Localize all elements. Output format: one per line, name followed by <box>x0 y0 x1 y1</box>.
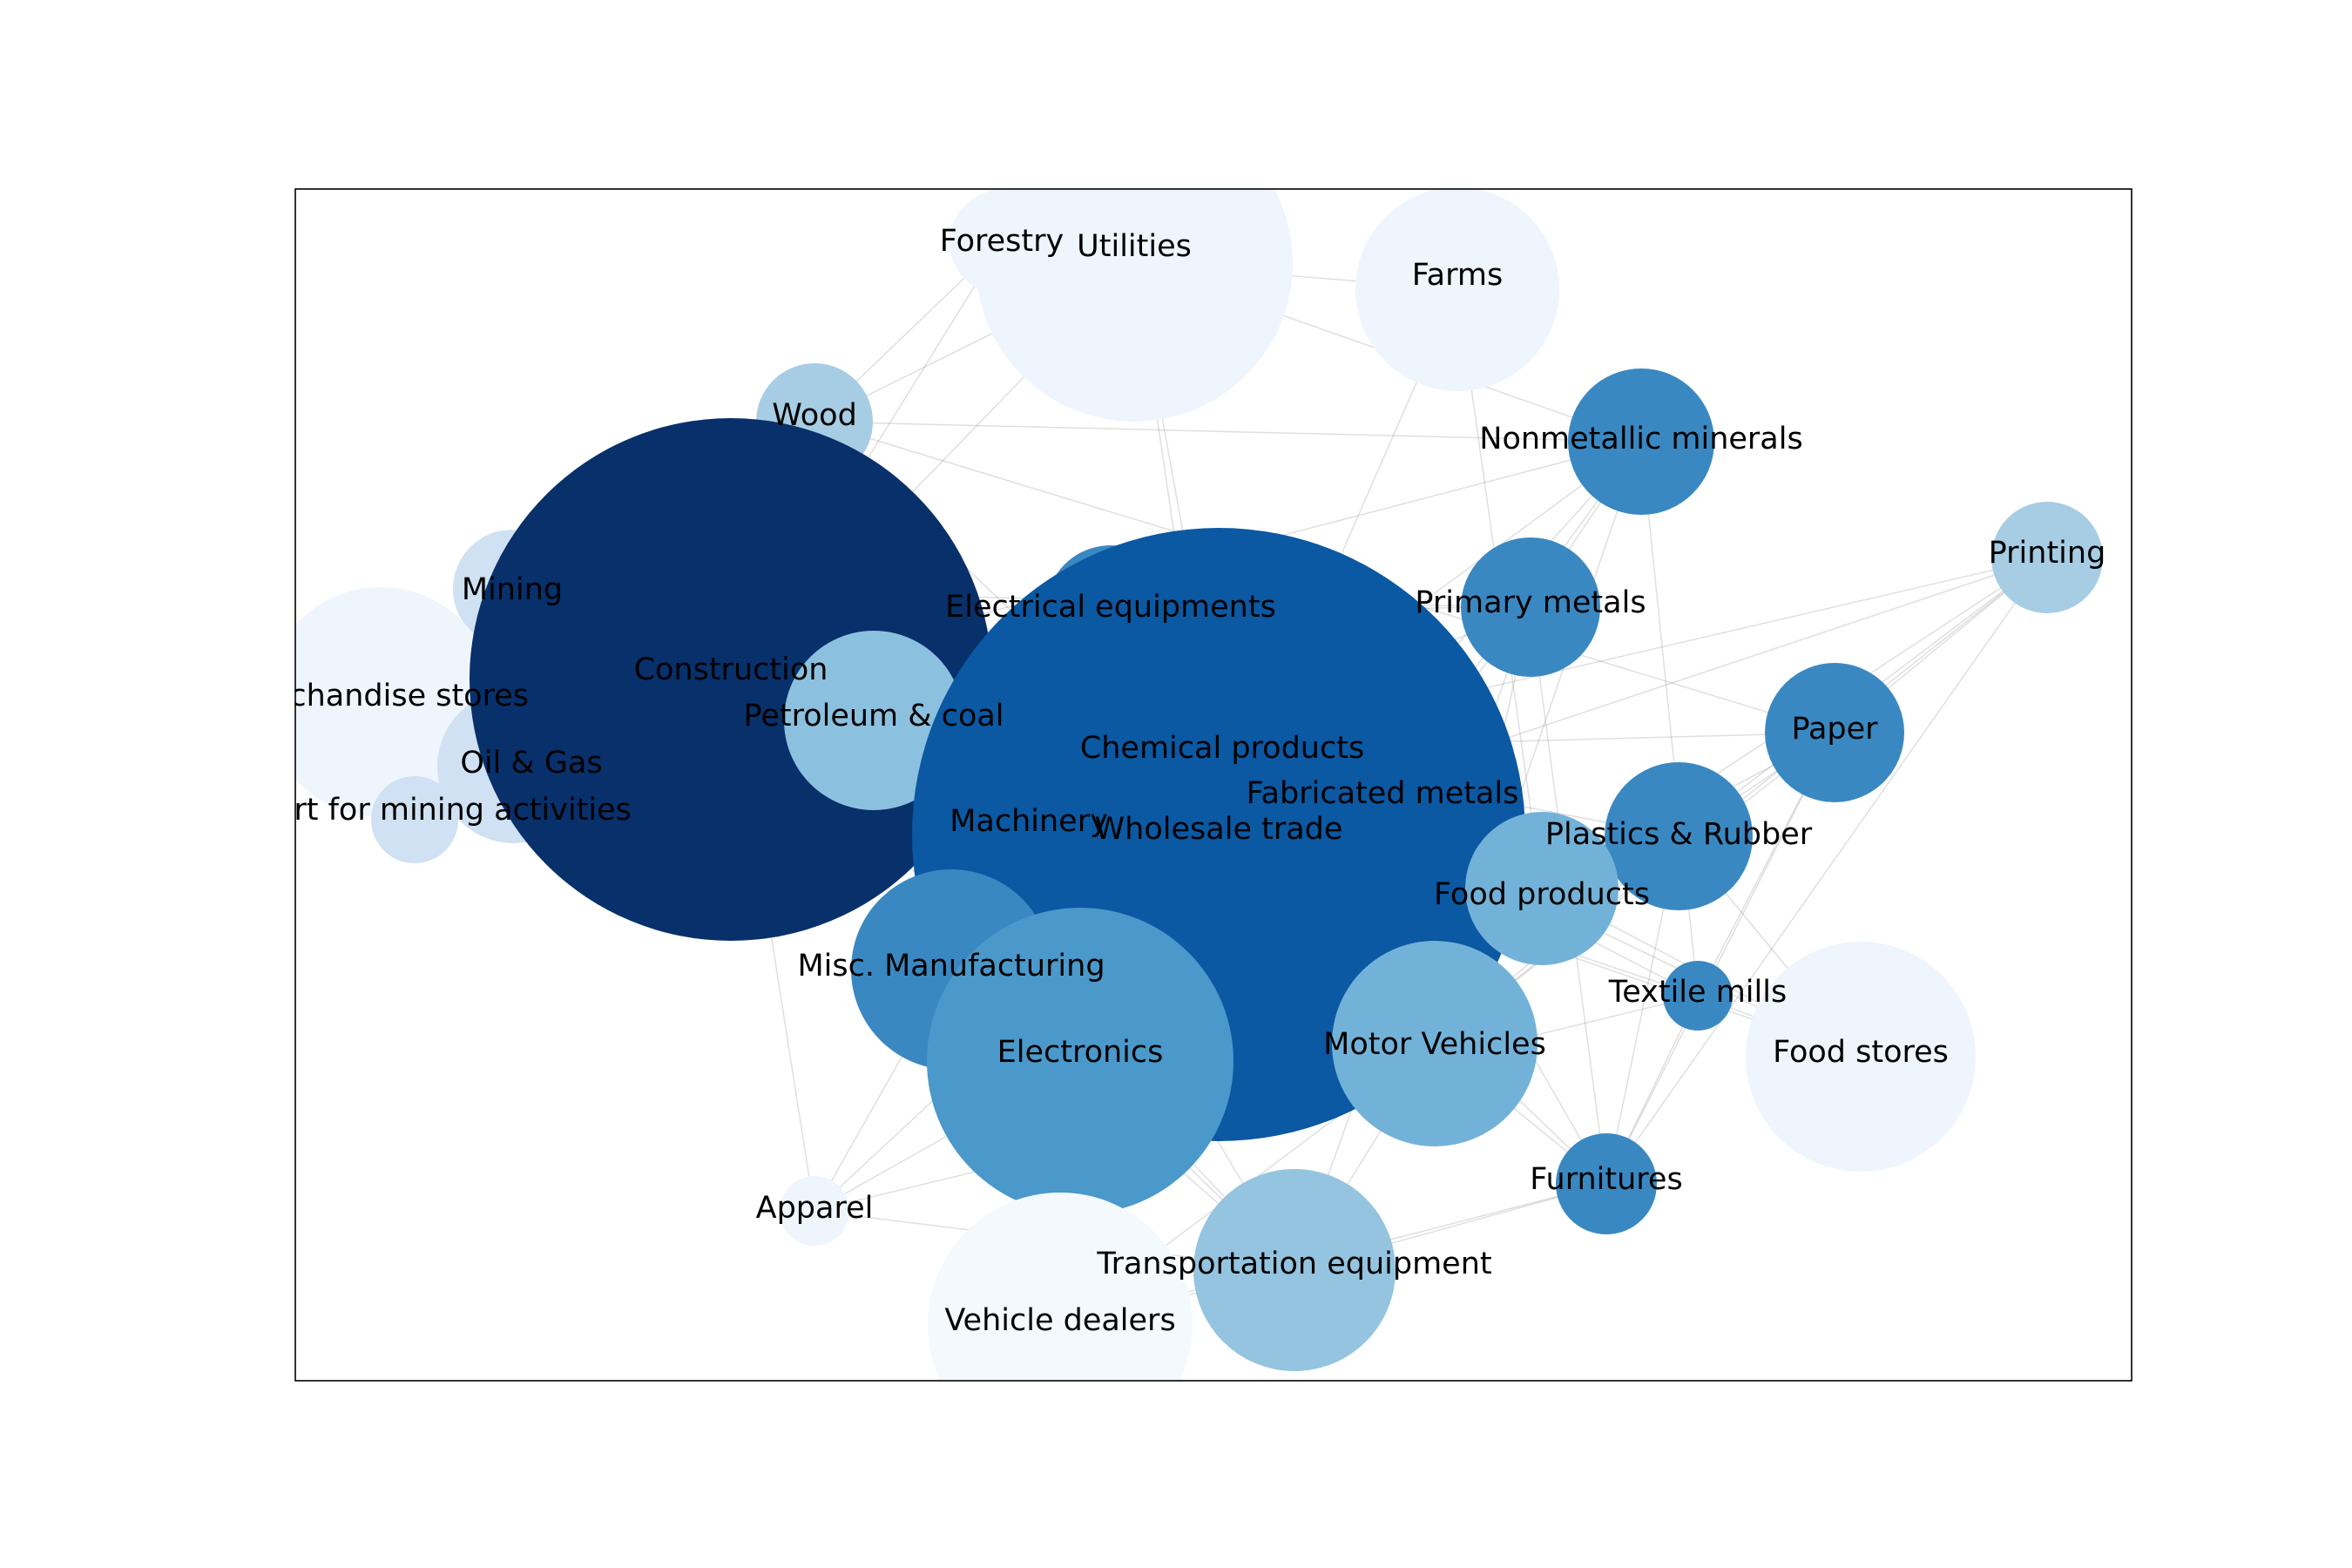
edge-printing-furnitures <box>1605 557 2048 1185</box>
node-utilities <box>976 189 1293 422</box>
node-food-products <box>1465 812 1619 965</box>
node-textile-mills <box>1663 961 1733 1031</box>
node-label-transportation-equipment: Transportation equipment <box>1096 1247 1491 1281</box>
node-nonmetallic-minerals <box>1568 368 1714 515</box>
node-apparel <box>780 1176 849 1246</box>
labels-layer: Forestry Utilities Farms Wood Nonmetallic mi… <box>198 224 2106 1338</box>
node-label-furnitures: Furnitures <box>1530 1162 1682 1197</box>
node-support-mining <box>371 776 458 863</box>
node-electronics <box>927 908 1233 1214</box>
node-plastics-rubber <box>1605 762 1753 910</box>
node-label-vehicle-dealers: Vehicle dealers <box>944 1303 1175 1338</box>
node-label-support-mining: Support for mining activities <box>198 793 632 828</box>
node-label-primary-metals: Primary metals <box>1415 585 1646 620</box>
node-primary-metals <box>1461 537 1600 677</box>
node-label-utilities: Utilities <box>1077 229 1192 264</box>
node-label-paper: Paper <box>1791 712 1878 747</box>
node-label-wholesale-trade: Wholesale trade <box>1095 812 1343 847</box>
node-label-chemical-products: Chemical products <box>1080 731 1364 766</box>
node-label-misc-manufacturing: Misc. Manufacturing <box>797 949 1105 983</box>
node-label-petroleum-coal: Petroleum & coal <box>743 699 1004 733</box>
node-label-machinery: Machinery <box>950 804 1108 839</box>
node-label-textile-mills: Textile mills <box>1608 975 1787 1010</box>
axes-frame <box>294 188 2132 1382</box>
node-label-wood: Wood <box>772 398 857 433</box>
node-label-merchandise-stores: Merchandise stores <box>233 679 529 713</box>
node-motor-vehicles <box>1332 941 1538 1146</box>
node-farms <box>1355 189 1559 391</box>
node-label-apparel: Apparel <box>756 1191 874 1226</box>
node-label-electronics: Electronics <box>997 1035 1164 1070</box>
node-label-motor-vehicles: Motor Vehicles <box>1323 1027 1546 1062</box>
node-printing <box>1991 502 2103 613</box>
node-food-stores <box>1746 942 1976 1172</box>
node-label-food-products: Food products <box>1434 877 1650 912</box>
node-paper <box>1765 663 1904 802</box>
node-label-printing: Printing <box>1989 536 2106 571</box>
node-label-food-stores: Food stores <box>1773 1035 1949 1070</box>
node-transportation-equipment <box>1193 1169 1396 1371</box>
nodes-layer <box>295 189 2103 1381</box>
edge-paper-furnitures <box>1605 732 1835 1185</box>
node-petroleum-coal <box>784 631 963 810</box>
node-label-forestry: Forestry <box>940 224 1064 259</box>
node-furnitures <box>1556 1133 1657 1234</box>
node-label-mining: Mining <box>462 572 563 607</box>
node-label-plastics-rubber: Plastics & Rubber <box>1545 817 1813 852</box>
node-label-oil-gas: Oil & Gas <box>460 746 602 781</box>
node-label-fabricated-metals: Fabricated metals <box>1247 776 1519 811</box>
node-label-electrical-equipments: Electrical equipments <box>945 590 1276 625</box>
node-label-nonmetallic-minerals: Nonmetallic minerals <box>1479 422 1802 456</box>
node-construction <box>470 418 992 941</box>
node-label-construction: Construction <box>634 652 828 687</box>
node-label-farms: Farms <box>1412 258 1503 293</box>
node-vehicle-dealers <box>928 1193 1193 1381</box>
edge-wood-nonmetallic-minerals <box>814 421 1642 443</box>
